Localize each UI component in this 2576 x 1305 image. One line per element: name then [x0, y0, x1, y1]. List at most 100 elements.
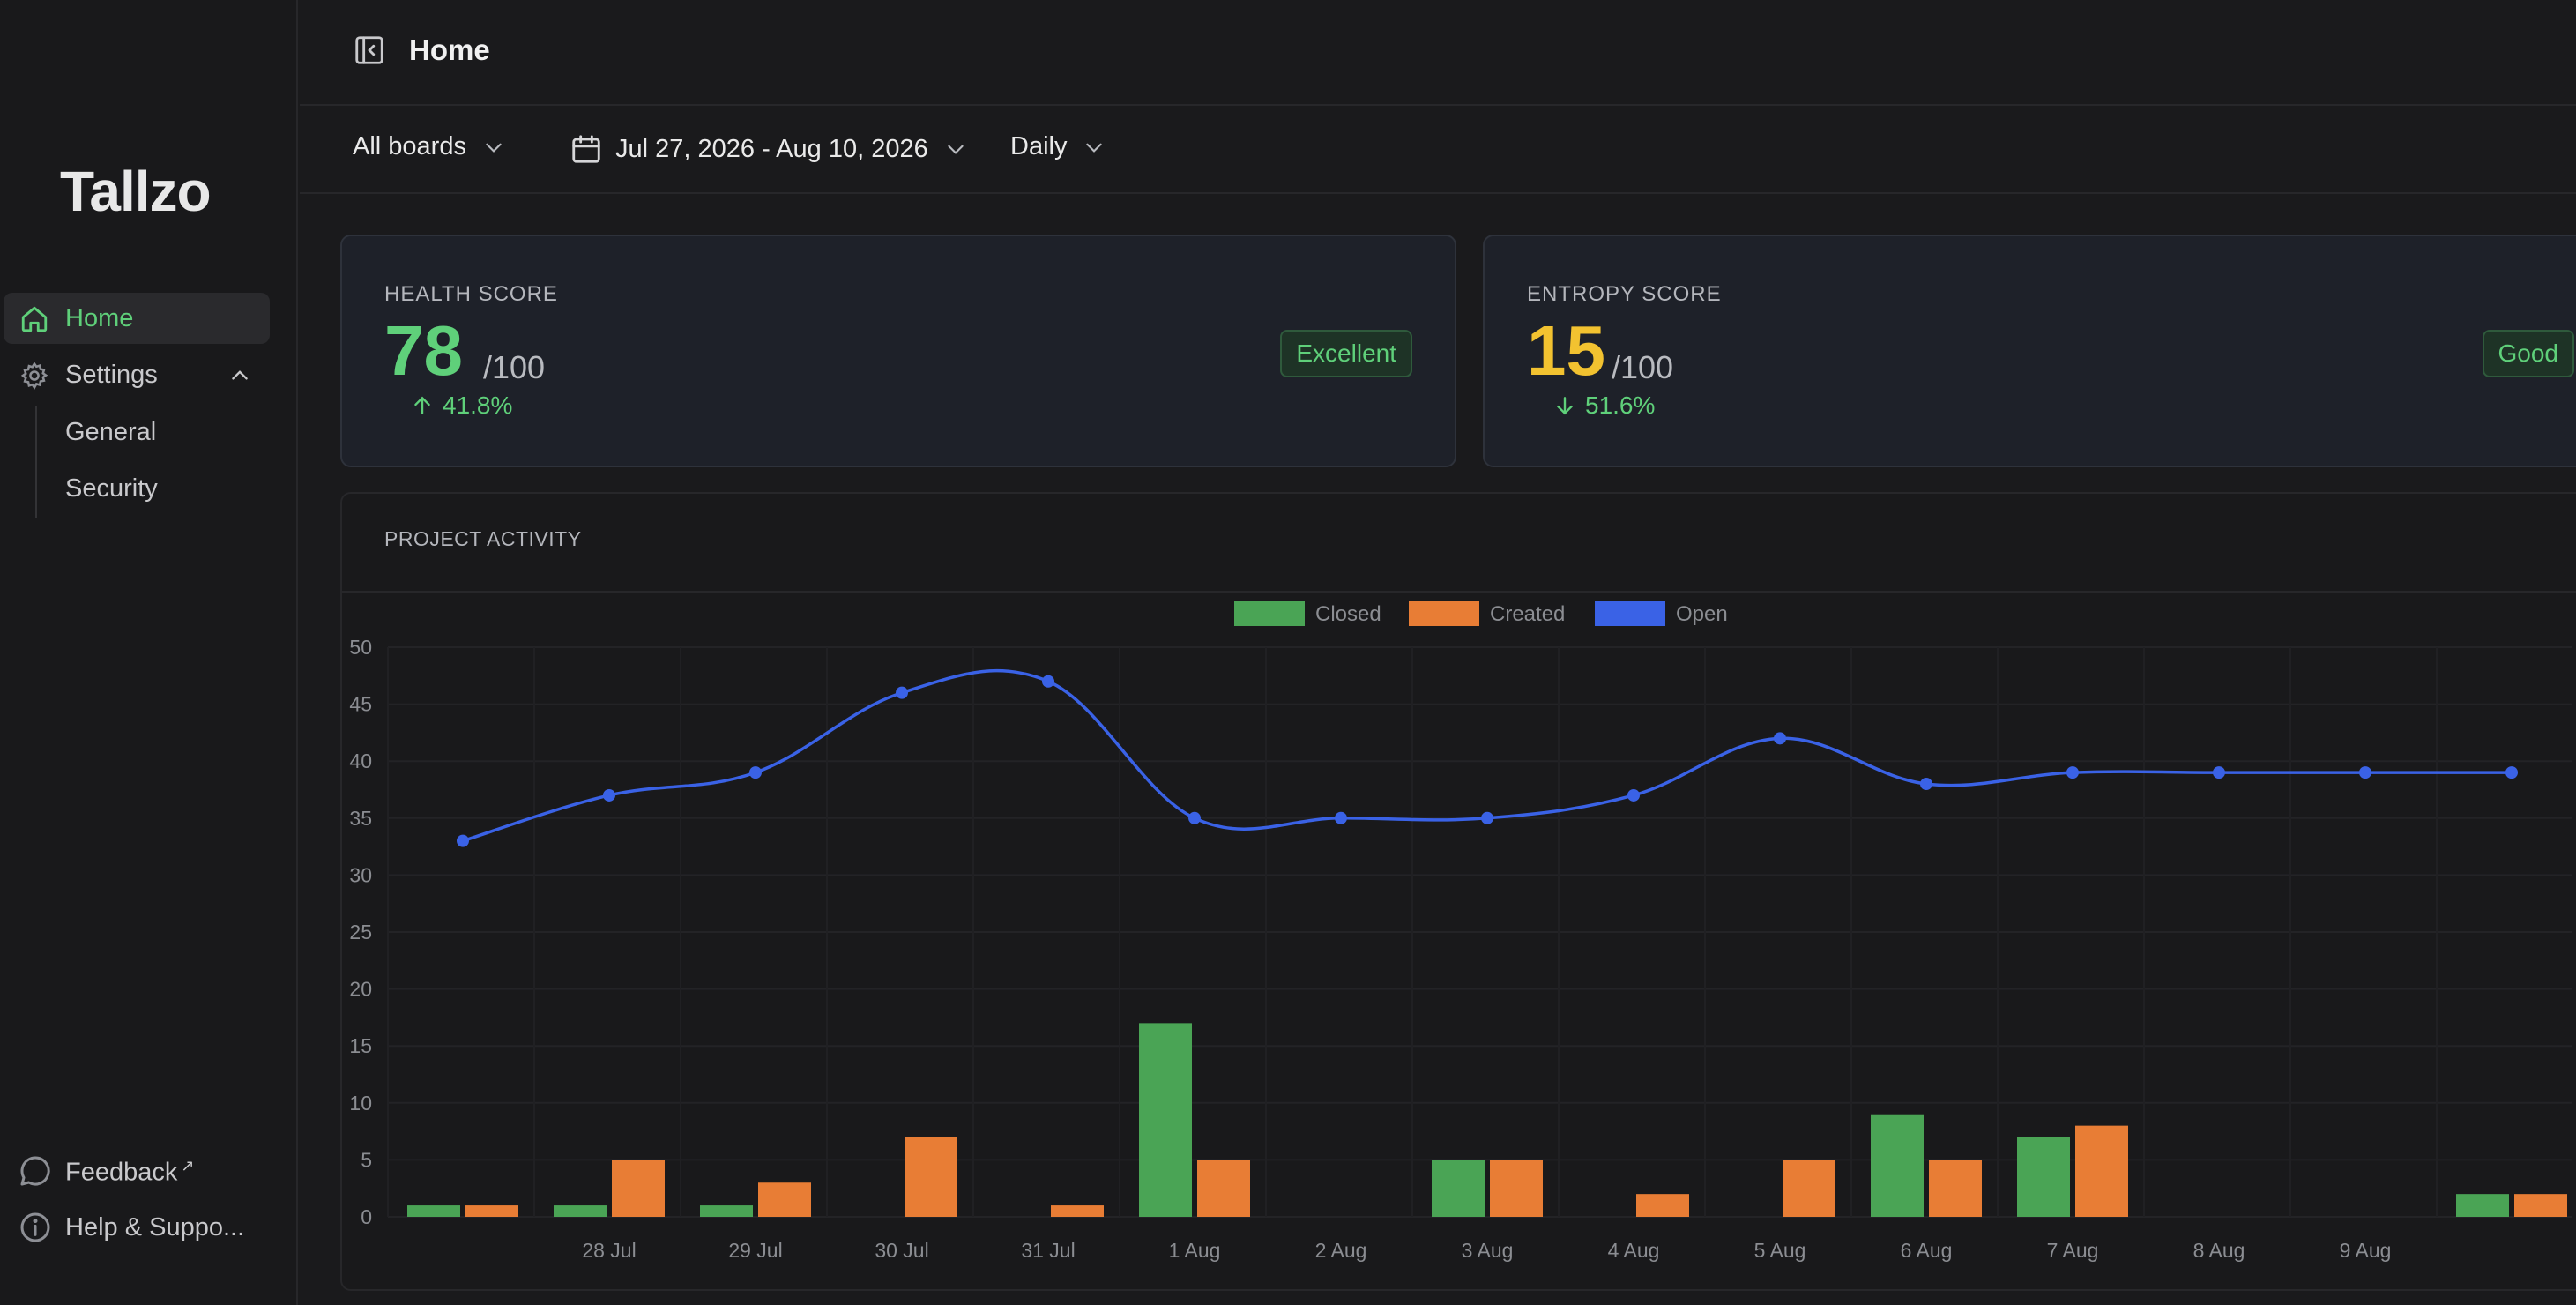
- point-open: [749, 766, 762, 779]
- bar-closed: [554, 1205, 607, 1217]
- entropy-score-card: ENTROPY SCORE 15 /100 51.6% Good: [1483, 235, 2576, 467]
- top-bar: Home: [300, 0, 2576, 106]
- entropy-score-max: /100: [1612, 349, 1674, 385]
- x-tick-label: 4 Aug: [1608, 1239, 1660, 1262]
- calendar-icon: [572, 135, 600, 163]
- entropy-score-delta: 51.6%: [1553, 392, 1655, 420]
- info-icon: [20, 1212, 50, 1242]
- y-tick-label: 20: [349, 978, 372, 1001]
- point-open: [1481, 811, 1493, 824]
- boards-dropdown-label: All boards: [353, 132, 466, 160]
- sidebar-item-settings[interactable]: Settings: [4, 349, 270, 400]
- arrow-up-icon: [414, 396, 430, 414]
- x-tick-label: 2 Aug: [1315, 1239, 1367, 1262]
- sidebar-item-security[interactable]: Security: [65, 474, 158, 503]
- bar-created: [1783, 1160, 1835, 1217]
- x-tick-label: 28 Jul: [582, 1239, 636, 1262]
- x-tick-label: 1 Aug: [1169, 1239, 1221, 1262]
- y-tick-label: 5: [361, 1148, 372, 1171]
- gear-icon: [20, 362, 48, 390]
- point-open: [2505, 766, 2518, 779]
- legend-swatch-open: [1595, 601, 1665, 626]
- bar-closed: [407, 1205, 460, 1217]
- sidebar-item-general[interactable]: General: [65, 418, 157, 446]
- health-score-value: 78: [384, 311, 463, 390]
- y-tick-label: 35: [349, 807, 372, 830]
- health-status-badge: Excellent: [1280, 330, 1412, 377]
- project-activity-caption: PROJECT ACTIVITY: [384, 527, 582, 550]
- sidebar-toggle-icon[interactable]: [353, 34, 386, 67]
- y-tick-label: 30: [349, 863, 372, 886]
- point-open: [2359, 766, 2371, 779]
- health-score-max: /100: [483, 349, 546, 385]
- subnav-divider: [35, 406, 37, 518]
- bar-closed: [1139, 1023, 1192, 1217]
- point-open: [1188, 811, 1201, 824]
- external-link-icon: ↗: [181, 1157, 195, 1174]
- point-open: [2066, 766, 2079, 779]
- home-icon: [21, 306, 48, 332]
- legend-label-created: Created: [1490, 602, 1565, 626]
- x-tick-label: 8 Aug: [2193, 1239, 2245, 1262]
- point-open: [2213, 766, 2225, 779]
- legend-label-open: Open: [1676, 602, 1728, 626]
- x-tick-label: 30 Jul: [875, 1239, 928, 1262]
- y-tick-label: 45: [349, 693, 372, 716]
- point-open: [1774, 732, 1786, 745]
- legend-label-closed: Closed: [1315, 602, 1381, 626]
- entropy-delta-value: 51.6%: [1585, 392, 1656, 419]
- bar-created: [465, 1205, 518, 1217]
- point-open: [457, 834, 469, 847]
- sidebar-item-home[interactable]: Home: [4, 293, 270, 344]
- date-range-picker[interactable]: Jul 27, 2026 - Aug 10, 2026: [570, 132, 967, 166]
- x-tick-label: 7 Aug: [2047, 1239, 2099, 1262]
- chat-bubble-icon: [20, 1156, 50, 1186]
- health-score-caption: HEALTH SCORE: [384, 282, 558, 306]
- y-tick-label: 0: [361, 1205, 372, 1228]
- line-open: [462, 668, 2512, 843]
- interval-dropdown[interactable]: Daily: [1010, 132, 1106, 161]
- sidebar-item-label: Home: [65, 304, 134, 332]
- sidebar: Tallzo Home Settings General Security Fe…: [0, 0, 298, 1305]
- y-tick-label: 25: [349, 921, 372, 943]
- legend-swatch-closed: [1234, 601, 1305, 626]
- date-range-label: Jul 27, 2026 - Aug 10, 2026: [615, 134, 928, 163]
- chevron-down-icon: [1086, 143, 1103, 153]
- bar-created: [2514, 1194, 2567, 1217]
- bar-closed: [2017, 1137, 2070, 1217]
- x-tick-label: 31 Jul: [1021, 1239, 1075, 1262]
- bar-created: [1636, 1194, 1689, 1217]
- bar-closed: [2456, 1194, 2509, 1217]
- app-logo: Tallzo: [60, 160, 212, 223]
- entropy-status-badge: Good: [2482, 330, 2574, 377]
- page-title: Home: [409, 34, 490, 66]
- help-label: Help & Suppo...: [65, 1213, 245, 1242]
- bar-created: [1051, 1205, 1104, 1217]
- y-tick-label: 15: [349, 1034, 372, 1057]
- entropy-score-caption: ENTROPY SCORE: [1527, 282, 1722, 306]
- health-score-delta: 41.8%: [411, 392, 512, 420]
- bar-created: [905, 1137, 957, 1217]
- point-open: [1042, 675, 1054, 688]
- chevron-down-icon: [948, 145, 964, 154]
- bar-created: [2075, 1125, 2128, 1217]
- y-tick-label: 40: [349, 749, 372, 772]
- health-score-card: HEALTH SCORE 78 /100 41.8% Excellent: [340, 235, 1456, 467]
- sidebar-item-label: Settings: [65, 361, 158, 389]
- x-tick-label: 6 Aug: [1901, 1239, 1953, 1262]
- x-tick-label: 3 Aug: [1462, 1239, 1514, 1262]
- filter-bar: All boards Jul 27, 2026 - Aug 10, 2026 D…: [300, 106, 2576, 194]
- bar-closed: [1871, 1114, 1924, 1217]
- bar-created: [1490, 1160, 1543, 1217]
- chevron-up-icon[interactable]: [227, 363, 252, 386]
- project-activity-chart: 0 5 10 15 20 25 30 35 40 45 50 28 Jul 29 Jul 30 Jul 31…: [349, 601, 2572, 1262]
- entropy-score-value: 15: [1527, 311, 1605, 390]
- point-open: [1627, 788, 1640, 802]
- point-open: [603, 788, 615, 802]
- y-tick-label: 50: [349, 636, 372, 659]
- bar-closed: [1432, 1160, 1485, 1217]
- health-delta-value: 41.8%: [443, 392, 513, 419]
- boards-dropdown[interactable]: All boards: [353, 132, 505, 161]
- feedback-label: Feedback: [65, 1158, 178, 1187]
- x-tick-label: 5 Aug: [1754, 1239, 1806, 1262]
